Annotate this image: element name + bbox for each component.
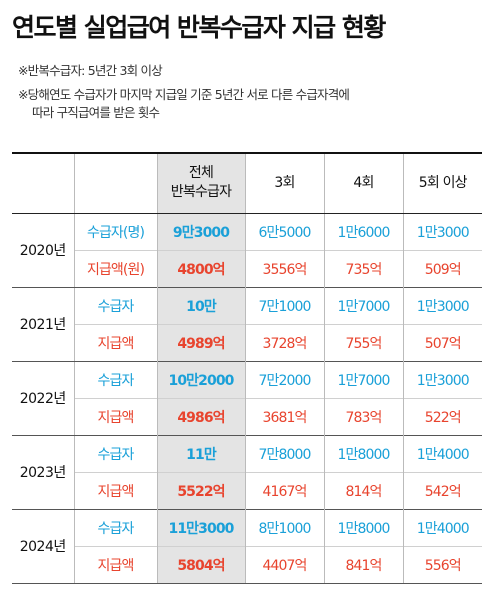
table-row-amount-2022: 지급액 4986억 3681억 783억 522억 [12, 397, 482, 435]
table-row-recipients-2020: 2020년 수급자(명) 9만3000 6만5000 1만6000 1만3000 [12, 212, 482, 288]
cell-amount-total: 4989억 [156, 323, 245, 361]
cell-recipients-5plus: 1만4000 [402, 508, 482, 546]
table-row-amount-2024: 지급액 5804억 4407억 841억 556억 [12, 545, 482, 584]
table-row-amount-2021: 지급액 4989억 3728억 755억 507억 [12, 323, 482, 361]
cell-amount-4times: 755억 [323, 323, 403, 361]
cell-amount-3times: 3681억 [244, 397, 324, 435]
cell-recipients-4times: 1만8000 [323, 434, 403, 472]
header-blank [12, 152, 74, 214]
table-row-recipients-2023: 2023년 수급자 11만 7만8000 1만8000 1만4000 [12, 434, 482, 510]
cell-recipients-total: 10만 [156, 286, 245, 324]
cell-recipients-3times: 7만1000 [244, 286, 324, 324]
row-label-recipients: 수급자 [73, 360, 157, 398]
header-total: 전체 반복수급자 [156, 152, 245, 214]
cell-recipients-5plus: 1만3000 [402, 212, 482, 250]
year-cell: 2024년 [12, 508, 74, 584]
note-criteria: ※당해연도 수급자가 마지막 지급일 기준 5년간 서로 다른 수급자격에 따라… [18, 86, 350, 122]
cell-recipients-3times: 7만2000 [244, 360, 324, 398]
cell-amount-3times: 4167억 [244, 471, 324, 509]
cell-amount-3times: 3728억 [244, 323, 324, 361]
cell-amount-total: 5522억 [156, 471, 245, 509]
year-cell: 2021년 [12, 286, 74, 362]
benefit-table: 전체 반복수급자 3회 4회 5회 이상 2020년 수급자(명) 9만3000 6만… [12, 152, 482, 584]
table-row-amount-2020: 지급액(원) 4800억 3556억 735억 509억 [12, 249, 482, 287]
cell-recipients-3times: 8만1000 [244, 508, 324, 546]
row-label-amount: 지급액(원) [73, 249, 157, 287]
table-row-recipients-2024: 2024년 수급자 11만3000 8만1000 1만8000 1만4000 [12, 508, 482, 584]
cell-recipients-total: 11만 [156, 434, 245, 472]
note-definition: ※반복수급자: 5년간 3회 이상 [18, 63, 163, 78]
cell-recipients-4times: 1만6000 [323, 212, 403, 250]
cell-amount-4times: 783억 [323, 397, 403, 435]
cell-amount-5plus: 509억 [402, 249, 482, 287]
cell-recipients-4times: 1만7000 [323, 286, 403, 324]
row-label-recipients: 수급자 [73, 508, 157, 546]
year-cell: 2022년 [12, 360, 74, 436]
cell-recipients-4times: 1만8000 [323, 508, 403, 546]
header-3times: 3회 [244, 152, 324, 214]
cell-amount-5plus: 522억 [402, 397, 482, 435]
cell-amount-3times: 4407억 [244, 545, 324, 584]
row-label-amount: 지급액 [73, 545, 157, 584]
cell-amount-total: 5804억 [156, 545, 245, 584]
header-4times: 4회 [323, 152, 403, 214]
row-label-amount: 지급액 [73, 397, 157, 435]
header-total-line2: 반복수급자 [170, 184, 232, 201]
cell-amount-4times: 735억 [323, 249, 403, 287]
cell-recipients-4times: 1만7000 [323, 360, 403, 398]
header-5plus: 5회 이상 [402, 152, 482, 214]
year-cell: 2020년 [12, 212, 74, 288]
row-label-amount: 지급액 [73, 323, 157, 361]
cell-recipients-5plus: 1만4000 [402, 434, 482, 472]
note-criteria-line1: ※당해연도 수급자가 마지막 지급일 기준 5년간 서로 다른 수급자격에 [18, 87, 350, 102]
cell-recipients-total: 11만3000 [156, 508, 245, 546]
table-header-row: 전체 반복수급자 3회 4회 5회 이상 [12, 152, 482, 214]
cell-recipients-total: 9만3000 [156, 212, 245, 250]
note-criteria-line2: 따라 구직급여를 받은 횟수 [32, 105, 160, 120]
table-row-recipients-2021: 2021년 수급자 10만 7만1000 1만7000 1만3000 [12, 286, 482, 362]
cell-amount-total: 4986억 [156, 397, 245, 435]
page-title: 연도별 실업급여 반복수급자 지급 현황 [12, 13, 386, 42]
cell-amount-5plus: 542억 [402, 471, 482, 509]
cell-amount-4times: 841억 [323, 545, 403, 584]
header-total-line1: 전체 [188, 165, 214, 182]
cell-recipients-3times: 6만5000 [244, 212, 324, 250]
row-label-recipients: 수급자(명) [73, 212, 157, 250]
cell-amount-3times: 3556억 [244, 249, 324, 287]
table-row-recipients-2022: 2022년 수급자 10만2000 7만2000 1만7000 1만3000 [12, 360, 482, 436]
row-label-recipients: 수급자 [73, 434, 157, 472]
cell-recipients-5plus: 1만3000 [402, 360, 482, 398]
cell-recipients-total: 10만2000 [156, 360, 245, 398]
year-cell: 2023년 [12, 434, 74, 510]
row-label-amount: 지급액 [73, 471, 157, 509]
cell-recipients-5plus: 1만3000 [402, 286, 482, 324]
cell-amount-5plus: 556억 [402, 545, 482, 584]
cell-recipients-3times: 7만8000 [244, 434, 324, 472]
cell-amount-4times: 814억 [323, 471, 403, 509]
header-blank-label [73, 152, 157, 214]
table-row-amount-2023: 지급액 5522억 4167억 814억 542억 [12, 471, 482, 509]
cell-amount-total: 4800억 [156, 249, 245, 287]
row-label-recipients: 수급자 [73, 286, 157, 324]
cell-amount-5plus: 507억 [402, 323, 482, 361]
